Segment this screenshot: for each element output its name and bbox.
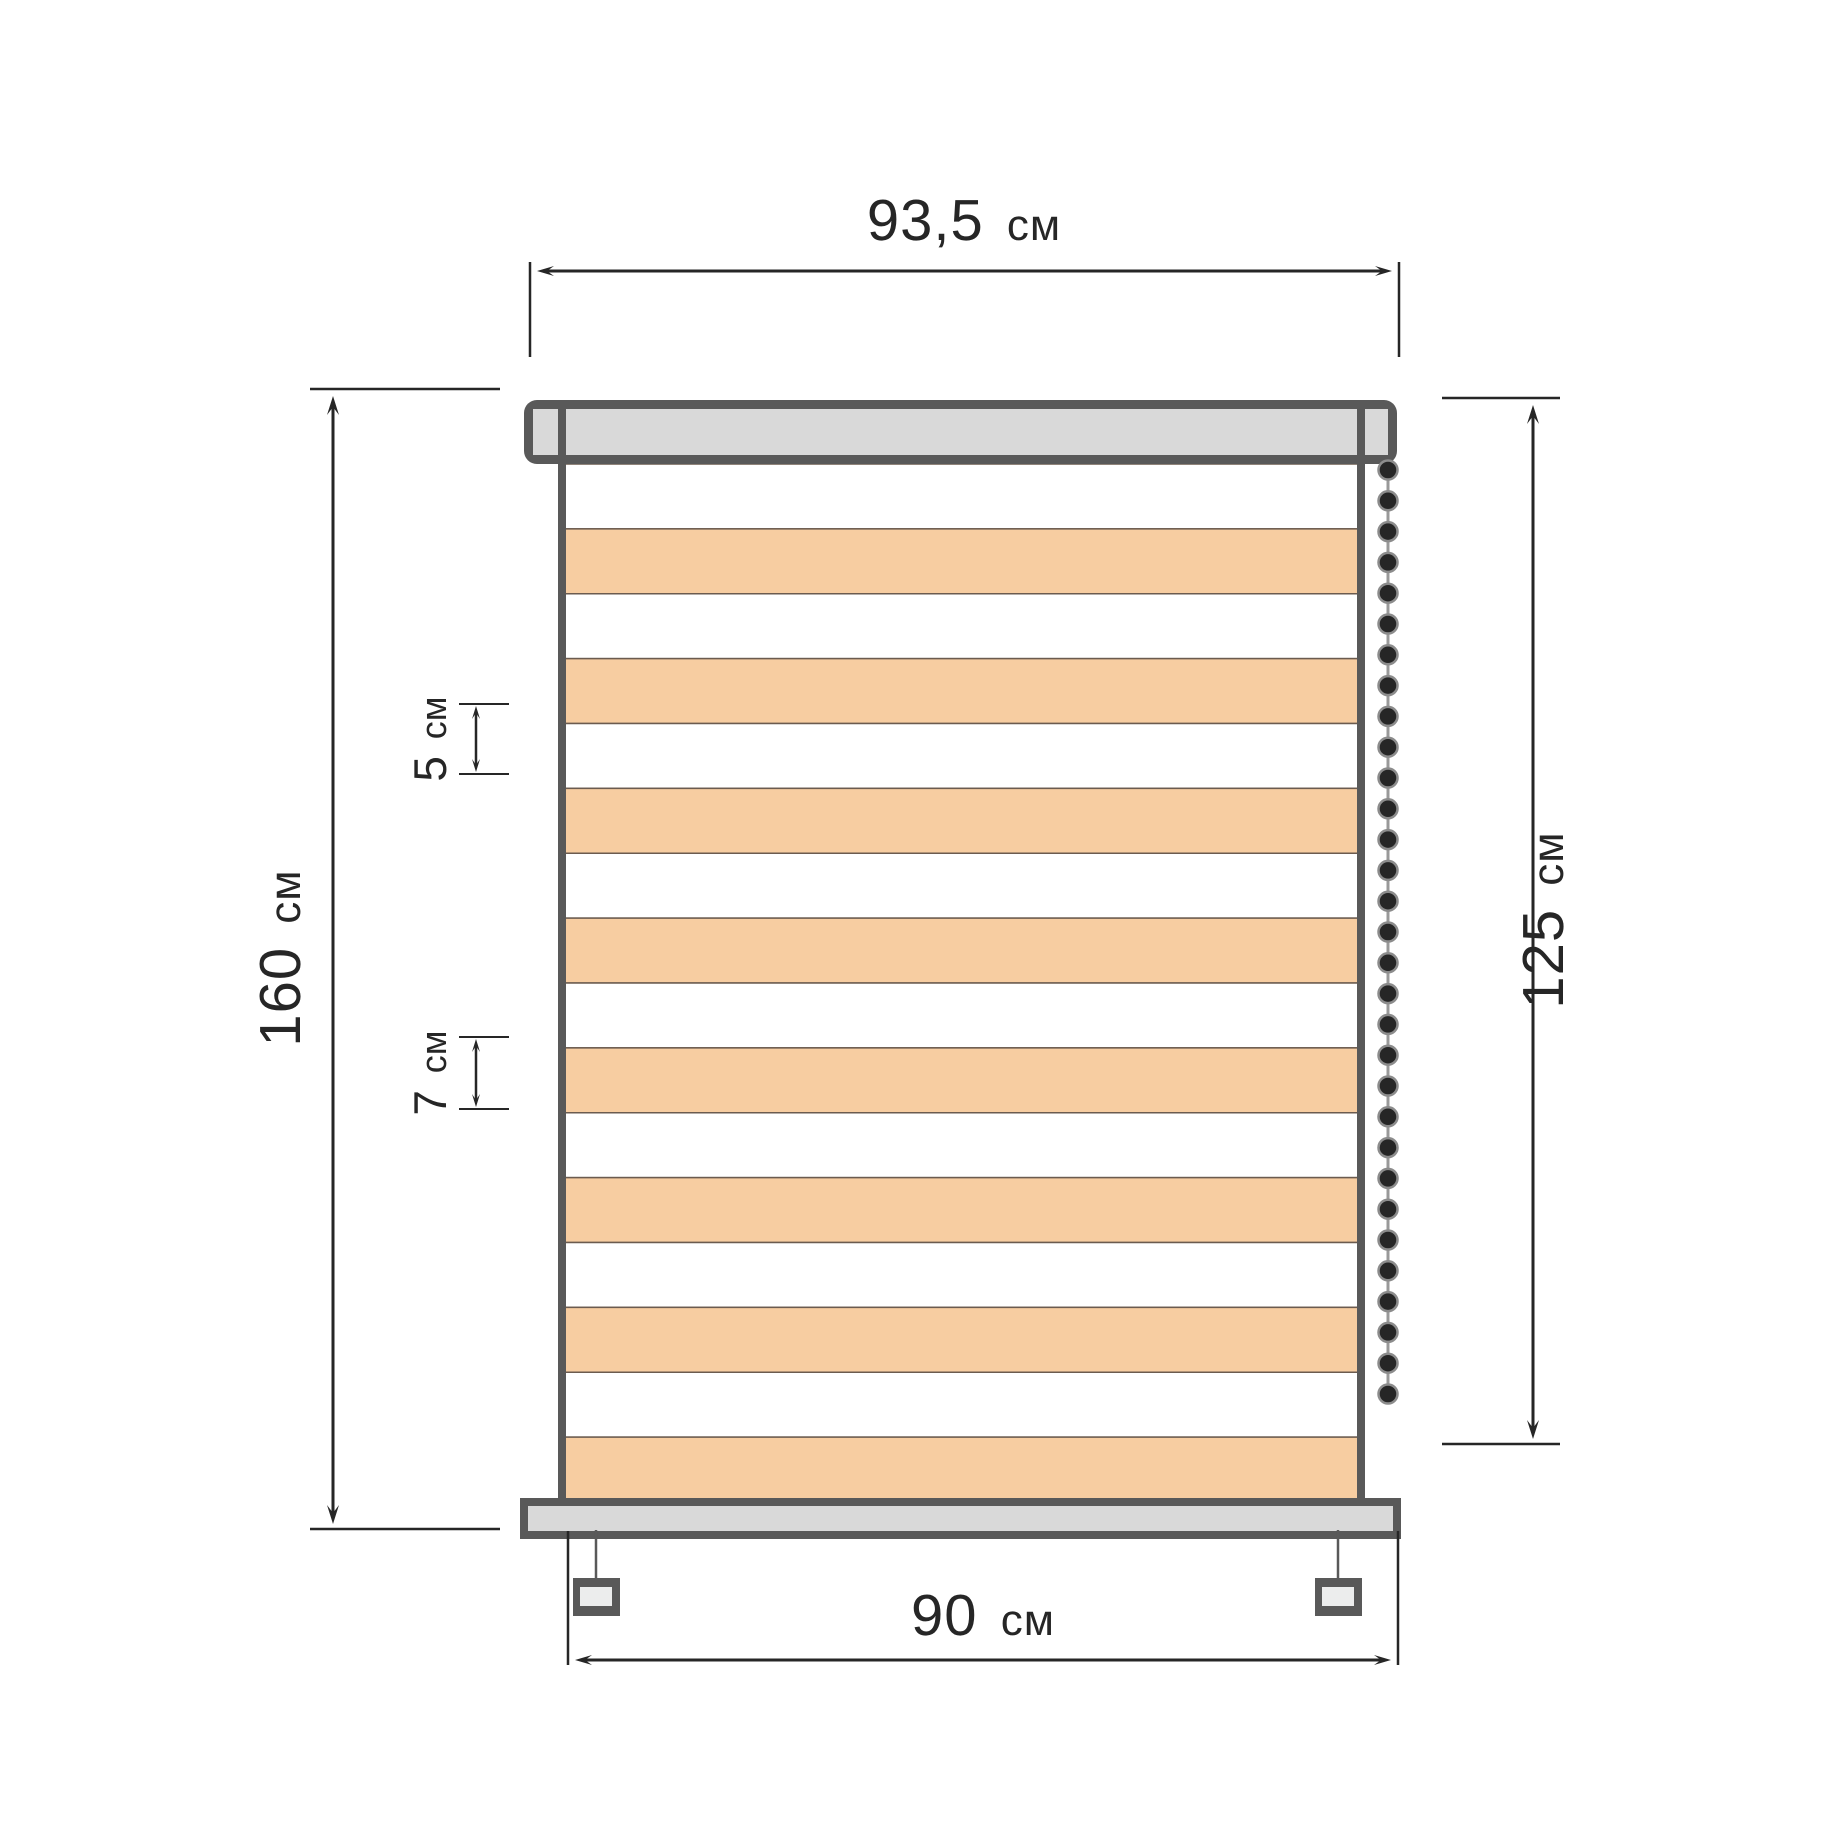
svg-text:125 см: 125 см: [1511, 831, 1576, 1008]
svg-text:90 см: 90 см: [911, 1583, 1055, 1648]
svg-text:93,5 см: 93,5 см: [867, 188, 1061, 253]
svg-text:160 см: 160 см: [248, 869, 313, 1046]
svg-text:7 см: 7 см: [404, 1030, 456, 1115]
svg-text:5 см: 5 см: [404, 696, 456, 781]
